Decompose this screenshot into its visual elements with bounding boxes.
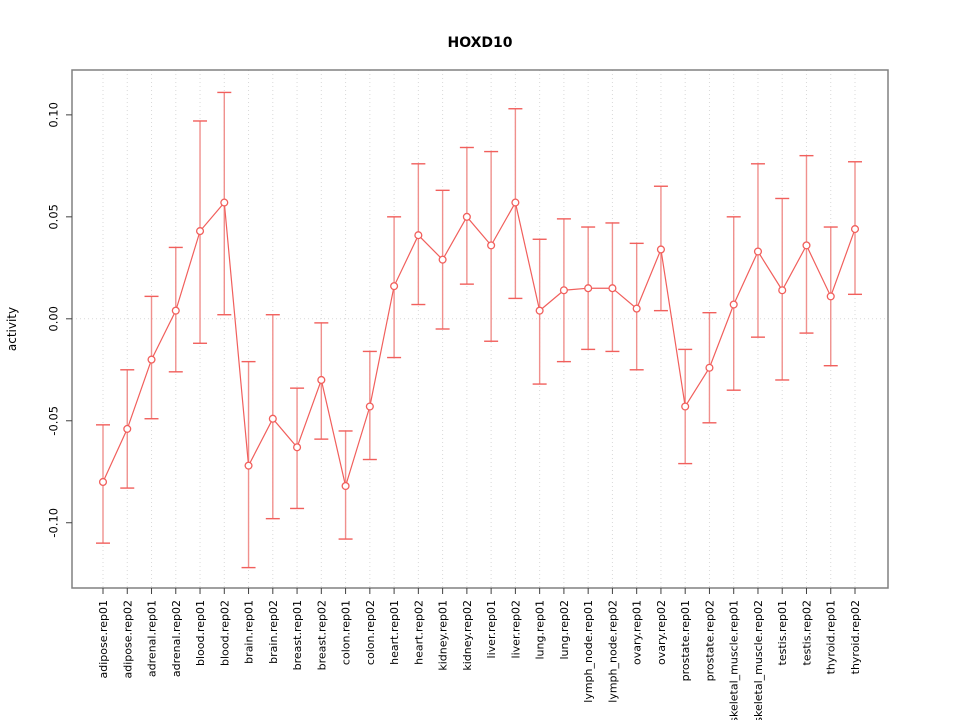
data-point-marker — [390, 282, 399, 291]
x-tick-label: blood.rep02 — [218, 600, 231, 666]
x-tick-label: brain.rep02 — [267, 600, 280, 664]
x-tick-label: heart.rep02 — [412, 600, 425, 665]
y-tick-label: 0.00 — [47, 306, 61, 332]
x-tick-label: liver.rep02 — [509, 600, 522, 658]
data-point-marker — [705, 363, 714, 372]
y-tick-label: 0.05 — [47, 204, 61, 230]
data-point-marker — [681, 402, 690, 411]
data-point-marker — [462, 212, 471, 221]
data-point-marker — [147, 355, 156, 364]
data-point-marker — [584, 284, 593, 293]
x-tick-label: kidney.rep01 — [437, 600, 450, 671]
x-tick-label: lung.rep02 — [558, 600, 571, 660]
x-tick-label: adipose.rep02 — [121, 600, 134, 679]
x-tick-label: brain.rep01 — [243, 600, 256, 664]
data-point-marker — [511, 198, 520, 207]
y-tick-label: -0.10 — [47, 508, 61, 538]
x-tick-label: testis.rep02 — [800, 600, 813, 665]
data-point-marker — [729, 300, 738, 309]
data-point-marker — [656, 245, 665, 254]
data-point-marker — [244, 461, 253, 470]
x-tick-label: thyroid.rep02 — [849, 600, 862, 674]
data-point-marker — [778, 286, 787, 295]
data-point-marker — [268, 414, 277, 423]
data-point-marker — [171, 306, 180, 315]
plot-border — [71, 69, 889, 589]
data-point-marker — [341, 481, 350, 491]
data-point-marker — [317, 375, 326, 385]
x-tick-label: testis.rep01 — [776, 600, 789, 665]
x-tick-label: lymph_node.rep02 — [606, 600, 619, 703]
data-point-marker — [98, 477, 108, 487]
chart-title: HOXD10 — [447, 35, 513, 51]
data-point-marker — [632, 304, 641, 313]
data-point-marker — [608, 284, 617, 293]
series-line — [102, 200, 856, 489]
data-point-marker — [753, 247, 763, 256]
y-tick-label: 0.10 — [47, 102, 61, 128]
x-tick-label: heart.rep01 — [388, 600, 401, 665]
x-tick-label: prostate.rep01 — [679, 600, 692, 681]
x-tick-label: ovary.rep01 — [631, 600, 644, 665]
x-tick-label: skeletal_muscle.rep01 — [728, 600, 741, 720]
data-point-marker — [535, 306, 544, 315]
data-point-marker — [365, 402, 374, 411]
data-point-marker — [438, 255, 447, 264]
data-point-marker — [195, 227, 205, 236]
data-point-marker — [293, 443, 302, 452]
data-point-marker — [414, 231, 423, 240]
data-point-marker — [123, 424, 132, 433]
x-tick-label: adrenal.rep02 — [170, 600, 183, 677]
data-point-marker — [220, 198, 229, 207]
data-point-marker — [802, 241, 811, 250]
x-tick-label: adrenal.rep01 — [146, 600, 159, 677]
data-point-marker — [559, 286, 568, 295]
x-tick-label: lymph_node.rep01 — [582, 600, 595, 703]
x-tick-label: breast.rep02 — [315, 600, 328, 670]
x-tick-label: kidney.rep02 — [461, 600, 474, 671]
x-tick-label: colon.rep01 — [340, 600, 353, 665]
x-tick-label: colon.rep02 — [364, 600, 377, 665]
x-tick-label: breast.rep01 — [291, 600, 304, 670]
data-point-marker — [826, 292, 835, 301]
x-tick-label: ovary.rep02 — [655, 600, 668, 665]
x-tick-label: adipose.rep01 — [97, 600, 110, 679]
data-point-marker — [487, 241, 496, 250]
x-tick-label: liver.rep01 — [485, 600, 498, 658]
x-tick-label: skeletal_muscle.rep02 — [752, 600, 765, 720]
x-tick-label: blood.rep01 — [194, 600, 207, 666]
y-tick-label: -0.05 — [47, 406, 61, 436]
x-tick-label: prostate.rep02 — [703, 600, 716, 681]
data-point-marker — [850, 225, 860, 234]
x-tick-label: thyroid.rep01 — [825, 600, 838, 674]
x-tick-label: lung.rep01 — [534, 600, 547, 660]
